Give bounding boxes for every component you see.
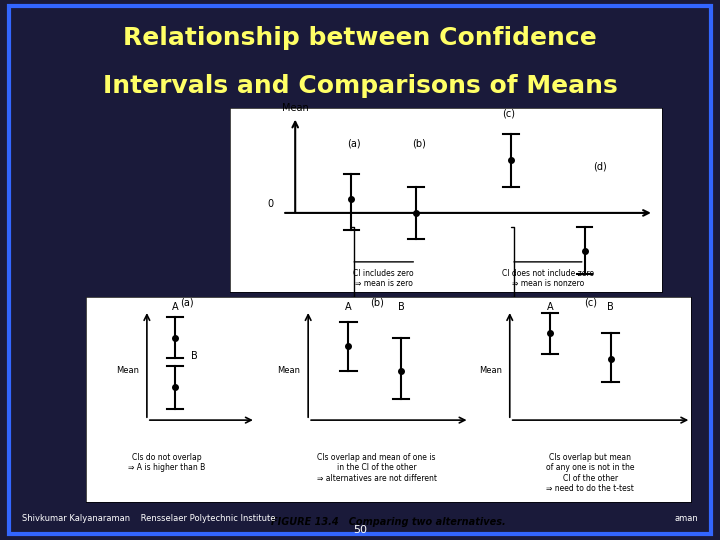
Text: CI does not include zero
⇒ mean is nonzero: CI does not include zero ⇒ mean is nonze…	[502, 269, 594, 288]
Text: 0: 0	[267, 199, 274, 210]
Text: FIGURE 13.4   Comparing two alternatives.: FIGURE 13.4 Comparing two alternatives.	[271, 517, 506, 526]
Text: (a): (a)	[181, 297, 194, 307]
Text: A: A	[172, 302, 179, 312]
Text: FIGURE 13.3   Testing for a zero mean.: FIGURE 13.3 Testing for a zero mean.	[239, 306, 434, 315]
Text: Mean: Mean	[116, 366, 139, 375]
Text: CI includes zero
⇒ mean is zero: CI includes zero ⇒ mean is zero	[354, 269, 414, 288]
Text: B: B	[607, 302, 614, 312]
Text: (c): (c)	[584, 297, 597, 307]
Text: Mean: Mean	[479, 366, 502, 375]
Text: Mean: Mean	[282, 103, 309, 113]
Text: CIs overlap but mean
of any one is not in the
CI of the other
⇒ need to do the t: CIs overlap but mean of any one is not i…	[546, 453, 634, 493]
Text: (c): (c)	[503, 109, 516, 119]
Text: 50: 50	[353, 524, 367, 535]
Text: A: A	[546, 302, 554, 312]
Text: (d): (d)	[593, 161, 607, 171]
Text: Intervals and Comparisons of Means: Intervals and Comparisons of Means	[103, 75, 617, 98]
Text: B: B	[397, 302, 404, 312]
Text: Shivkumar Kalyanaraman    Rensselaer Polytechnic Institute: Shivkumar Kalyanaraman Rensselaer Polyte…	[22, 514, 275, 523]
Text: A: A	[345, 302, 352, 312]
Text: CIs overlap and mean of one is
in the CI of the other
⇒ alternatives are not dif: CIs overlap and mean of one is in the CI…	[317, 453, 437, 483]
Text: B: B	[192, 352, 198, 361]
Text: (b): (b)	[370, 297, 384, 307]
Text: Mean: Mean	[277, 366, 300, 375]
Text: CIs do not overlap
⇒ A is higher than B: CIs do not overlap ⇒ A is higher than B	[128, 453, 206, 472]
Text: (a): (a)	[347, 138, 361, 149]
Text: (b): (b)	[412, 138, 426, 149]
Text: Relationship between Confidence: Relationship between Confidence	[123, 26, 597, 50]
Text: aman: aman	[675, 514, 698, 523]
